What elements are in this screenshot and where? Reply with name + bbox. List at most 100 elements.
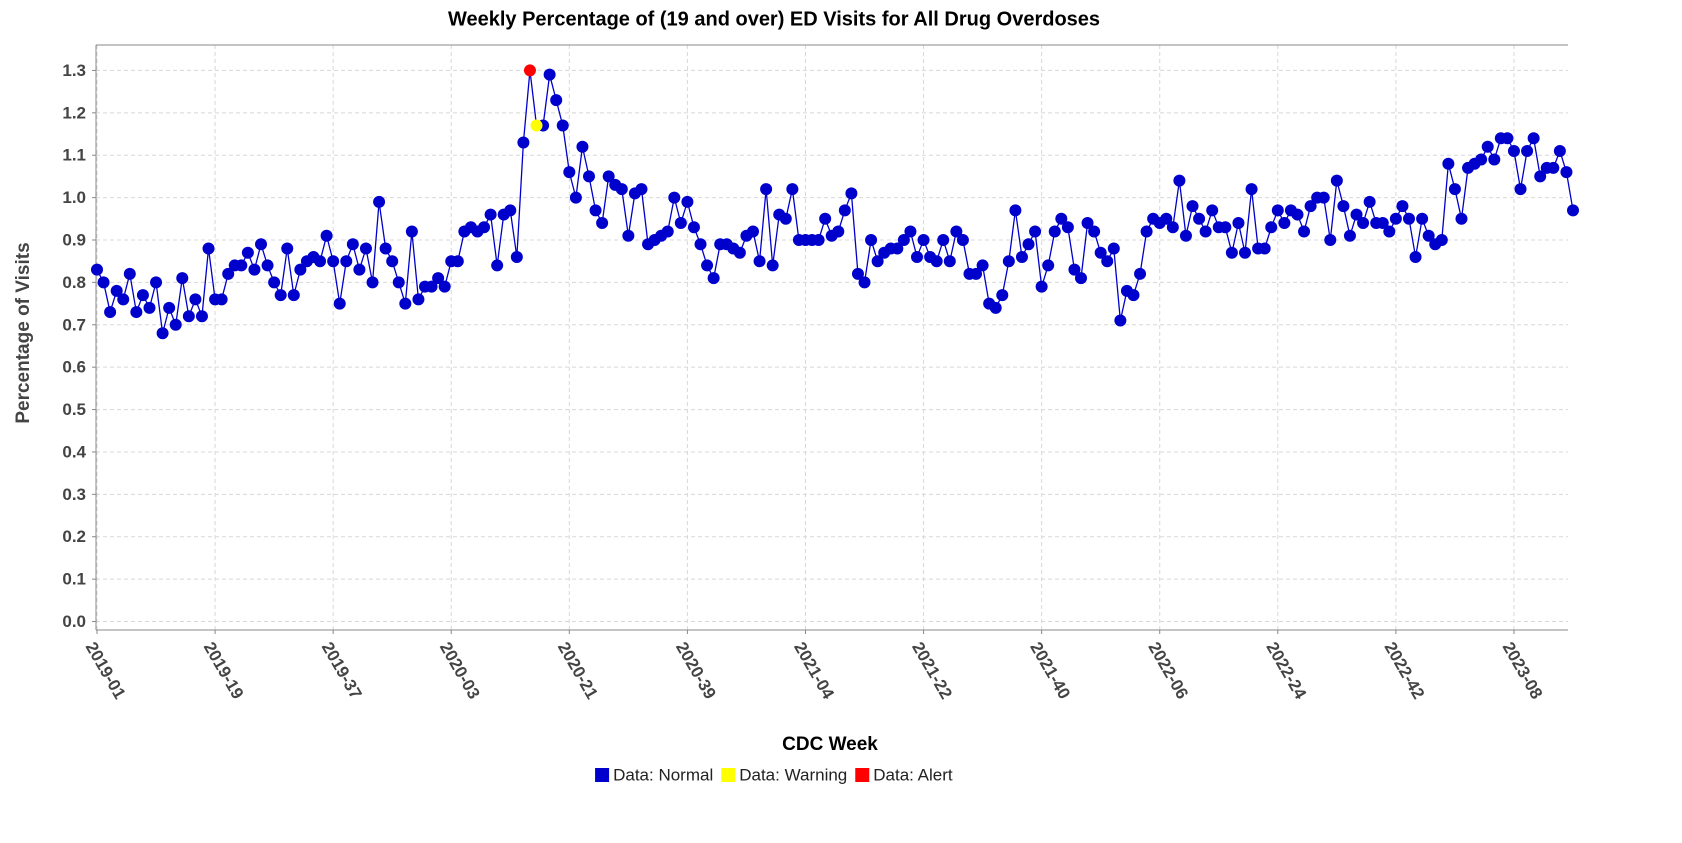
legend-label: Data: Normal [613, 765, 713, 784]
data-point [812, 234, 825, 246]
data-point [143, 301, 156, 314]
data-point [1134, 267, 1147, 280]
data-point [1527, 132, 1540, 145]
data-point [97, 276, 110, 289]
data-point [281, 242, 294, 255]
data-point [956, 234, 969, 246]
legend-swatch [595, 768, 610, 782]
data-point [583, 170, 595, 183]
data-point [1422, 229, 1435, 242]
y-tick-label: 1.1 [62, 146, 86, 165]
y-tick-label: 0.5 [62, 400, 86, 419]
legend-label: Data: Alert [873, 765, 953, 784]
data-point [1022, 238, 1035, 251]
data-point [523, 64, 536, 77]
data-point [1160, 212, 1173, 225]
data-point [484, 208, 497, 221]
data-point [241, 246, 254, 259]
data-point [543, 68, 556, 81]
data-point [766, 259, 779, 272]
data-point [1481, 140, 1494, 153]
data-point [1298, 225, 1311, 238]
data-point [117, 293, 130, 306]
data-point [1553, 144, 1566, 157]
data-point [976, 259, 989, 272]
data-point [1317, 191, 1330, 204]
legend-swatch [721, 768, 736, 782]
data-point [622, 229, 635, 242]
data-point [1448, 183, 1461, 196]
data-point [425, 280, 438, 293]
data-point [432, 272, 445, 285]
data-point [1455, 212, 1468, 225]
data-point [340, 255, 353, 268]
data-point [314, 255, 327, 268]
x-axis-title: CDC Week [782, 734, 878, 755]
data-point [1029, 225, 1042, 238]
data-point [327, 255, 340, 268]
data-point [1107, 242, 1120, 255]
data-point [865, 234, 878, 246]
y-axis-title: Percentage of Visits [13, 242, 34, 423]
data-point [996, 289, 1009, 302]
data-point [707, 272, 720, 285]
data-point [255, 238, 267, 251]
data-point [1193, 212, 1206, 225]
data-point [1055, 212, 1068, 225]
data-point [169, 318, 182, 331]
data-point [1265, 221, 1278, 234]
y-tick-label: 0.3 [62, 485, 86, 504]
data-point [687, 221, 700, 234]
data-point [215, 293, 228, 306]
data-point [871, 255, 884, 268]
data-point [1068, 263, 1081, 276]
data-point [904, 225, 917, 238]
data-point [1075, 272, 1087, 285]
y-tick-label: 1.2 [62, 103, 86, 122]
data-point [1357, 217, 1370, 230]
data-point [123, 267, 136, 280]
data-point [104, 306, 117, 319]
data-point [1521, 144, 1534, 157]
legend-item: Data: Normal [595, 765, 713, 784]
data-point [858, 276, 871, 289]
data-point [576, 140, 589, 153]
legend-item: Data: Alert [855, 765, 953, 784]
data-point [189, 293, 202, 306]
data-point [550, 94, 563, 107]
data-point [1442, 157, 1455, 170]
data-point [1363, 195, 1376, 208]
data-point [1475, 153, 1488, 166]
data-point [287, 289, 300, 302]
data-point [1101, 255, 1114, 268]
data-point [943, 255, 956, 268]
data-point [163, 301, 176, 314]
data-point [156, 327, 169, 340]
y-tick-label: 0.4 [62, 442, 86, 461]
data-point [1383, 225, 1396, 238]
data-point [674, 217, 687, 230]
y-tick-label: 0.9 [62, 230, 86, 249]
data-point [222, 267, 235, 280]
data-point [510, 250, 523, 263]
data-point [1114, 314, 1127, 327]
data-point [1219, 221, 1232, 234]
data-point [274, 289, 287, 302]
data-point [1291, 208, 1304, 221]
data-point [1507, 144, 1520, 157]
data-point [202, 242, 215, 255]
y-tick-label: 0.8 [62, 273, 86, 292]
data-point [1488, 153, 1501, 166]
data-point [1232, 217, 1245, 230]
data-point [1567, 204, 1579, 217]
data-point [1396, 200, 1409, 213]
data-point [569, 191, 582, 204]
legend-swatch [855, 768, 870, 782]
legend-label: Data: Warning [739, 765, 847, 784]
data-point [911, 250, 923, 263]
data-point [1350, 208, 1363, 221]
legend: Data: Normal Data: Warning Data: Alert [595, 765, 953, 784]
data-point [1271, 204, 1284, 217]
data-point [451, 255, 464, 268]
